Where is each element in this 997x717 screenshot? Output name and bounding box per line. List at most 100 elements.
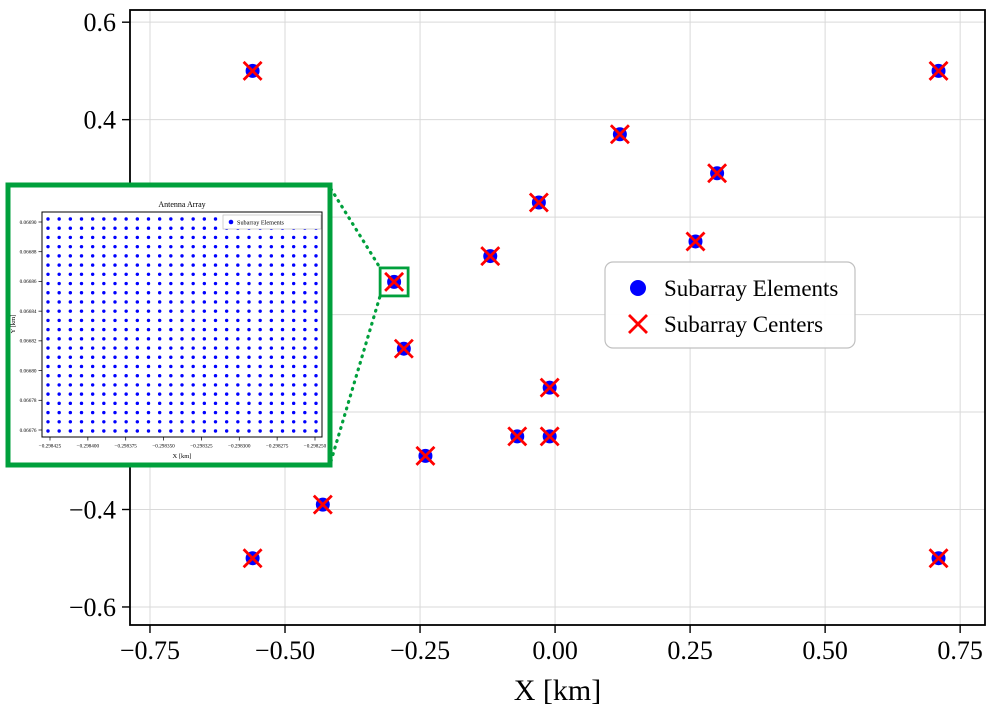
inset-element-dot (57, 300, 61, 304)
inset-element-dot (213, 235, 218, 240)
inset-element-dot (57, 254, 61, 258)
inset-element-dot (224, 401, 229, 406)
inset-element-dot (258, 327, 262, 332)
inset-element-dot (46, 364, 50, 369)
inset-element-dot (202, 318, 207, 323)
inset-element-dot (314, 318, 318, 323)
inset-element-dot (68, 281, 73, 286)
inset-element-dot (291, 254, 296, 258)
inset-element-dot (247, 318, 251, 323)
inset-element-dot (303, 401, 307, 406)
inset-element-dot (90, 244, 95, 249)
inset-element-dot (169, 355, 173, 359)
inset-element-dot (157, 337, 162, 341)
inset-element-dot (191, 346, 195, 350)
inset-element-dot (191, 300, 195, 304)
inset-element-dot (180, 309, 184, 313)
inset-element-dot (202, 401, 207, 406)
inset-element-dot (90, 327, 95, 332)
legend-label-elements: Subarray Elements (664, 276, 838, 301)
inset-element-dot (68, 420, 73, 424)
inset-element-dot (79, 217, 84, 221)
inset-element-dot (135, 429, 140, 433)
x-axis-label: X [km] (514, 674, 601, 707)
inset-element-dot (79, 291, 84, 295)
inset-element-dot (314, 291, 318, 295)
inset-element-dot (224, 309, 229, 313)
inset-element-dot (90, 429, 95, 433)
inset-element-dot (258, 420, 262, 424)
inset-element-dot (124, 226, 128, 230)
subarray-center-x (242, 60, 263, 81)
inset-element-dot (213, 410, 218, 415)
inset-element-dot (146, 217, 151, 221)
inset-element-dot (247, 346, 251, 350)
inset-element-dot (180, 337, 184, 341)
inset-element-dot (247, 300, 251, 304)
inset-element-dot (314, 263, 318, 267)
inset-element-dot (314, 410, 318, 415)
inset-element-dot (202, 300, 207, 304)
inset-element-dot (68, 217, 73, 221)
inset-element-dot (146, 355, 151, 359)
inset-element-dot (224, 337, 229, 341)
x-tick-label: 0.50 (802, 636, 848, 665)
inset-element-dot (224, 364, 229, 369)
inset-element-dot (224, 355, 229, 359)
inset-element-dot (280, 300, 285, 304)
inset-element-dot (213, 291, 218, 295)
inset-element-dot (113, 337, 117, 341)
inset-element-dot (180, 272, 184, 277)
inset-element-dot (213, 272, 218, 277)
inset-x-tick-label: −0.298350 (152, 444, 175, 450)
inset-element-dot (180, 281, 184, 286)
inset-element-dot (57, 337, 61, 341)
inset-element-dot (124, 401, 128, 406)
inset-element-dot (247, 373, 251, 378)
inset-x-tick-label: −0.298375 (115, 444, 138, 450)
inset-element-dot (79, 272, 84, 277)
inset-element-dot (202, 364, 207, 369)
inset-element-dot (314, 392, 318, 396)
inset-element-dot (291, 429, 296, 433)
inset-element-dot (68, 254, 73, 258)
subarray-center-x (539, 426, 560, 447)
inset-element-dot (303, 392, 307, 396)
inset-element-dot (124, 410, 128, 415)
inset-element-dot (90, 392, 95, 396)
inset-element-dot (157, 217, 162, 221)
inset-element-dot (291, 364, 296, 369)
inset-element-dot (202, 235, 207, 240)
inset-element-dot (79, 309, 84, 313)
inset-element-dot (213, 226, 218, 230)
inset-element-dot (124, 235, 128, 240)
inset-element-dot (291, 355, 296, 359)
inset-element-dot (124, 355, 128, 359)
inset-element-dot (236, 291, 240, 295)
legend-marker-centers (628, 314, 648, 334)
inset-y-axis-label: Y [km] (10, 315, 17, 334)
inset-element-dot (303, 410, 307, 415)
inset-element-dot (135, 383, 140, 387)
inset-element-dot (314, 309, 318, 313)
inset-element-dot (236, 410, 240, 415)
inset-element-dot (90, 226, 95, 230)
inset-element-dot (202, 291, 207, 295)
inset-element-dot (236, 401, 240, 406)
inset-element-dot (213, 392, 218, 396)
inset-element-dot (157, 300, 162, 304)
inset-element-dot (102, 263, 106, 267)
inset-element-dot (247, 309, 251, 313)
inset-element-dot (247, 254, 251, 258)
inset-element-dot (224, 327, 229, 332)
inset-element-dot (157, 401, 162, 406)
inset-element-dot (46, 346, 50, 350)
inset-element-dot (146, 429, 151, 433)
inset-element-dot (90, 309, 95, 313)
inset-element-dot (57, 217, 61, 221)
inset-element-dot (135, 281, 140, 286)
inset-element-dot (157, 291, 162, 295)
inset-element-dot (258, 429, 262, 433)
inset-element-dot (169, 337, 173, 341)
inset-element-dot (247, 383, 251, 387)
